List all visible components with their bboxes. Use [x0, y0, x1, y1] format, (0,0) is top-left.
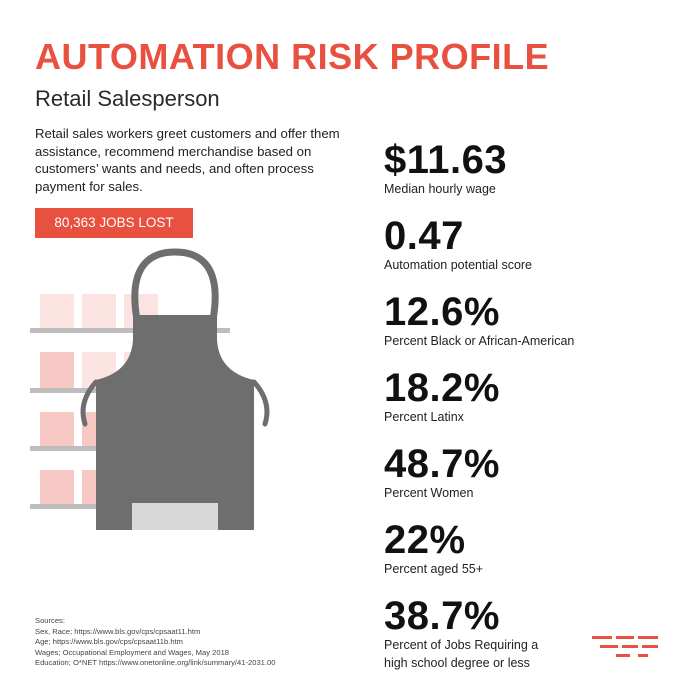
page-subtitle: Retail Salesperson — [35, 86, 220, 111]
stat-value: 38.7% — [384, 594, 500, 638]
stat-value: $11.63 — [384, 138, 508, 182]
stat-median-wage: $11.63 Median hourly wage — [384, 140, 507, 198]
apron-with-shelves-illustration — [30, 248, 270, 530]
apron-tie-left — [80, 379, 99, 427]
stat-value: 22% — [384, 518, 466, 562]
stat-label: Percent Black or African-American — [384, 334, 575, 348]
stat-label: Percent aged 55+ — [384, 562, 484, 576]
brand-logo-icon — [592, 636, 658, 657]
apron-tie-right — [251, 379, 270, 427]
stat-label: Automation potential score — [384, 258, 533, 272]
stat-black-african-american: 12.6% Percent Black or African-American — [384, 292, 574, 350]
stat-label: Percent Women — [384, 486, 474, 500]
stat-value: 18.2% — [384, 366, 500, 410]
source-line: Wages; Occupational Employment and Wages… — [35, 647, 230, 657]
sources: Sources: Sex, Race; https://www.bls.gov/… — [35, 616, 275, 669]
stat-label-line2: high school degree or less — [384, 656, 530, 670]
stat-education: 38.7% Percent of Jobs Requiring a high s… — [384, 596, 538, 672]
stat-value: 12.6% — [384, 290, 500, 334]
stat-automation-score: 0.47 Automation potential score — [384, 216, 532, 274]
page-title: AUTOMATION RISK PROFILE — [35, 36, 550, 77]
stat-women: 48.7% Percent Women — [384, 444, 500, 502]
sources-heading: Sources: — [35, 616, 65, 625]
stat-label: Median hourly wage — [384, 182, 496, 196]
stat-label: Percent of Jobs Requiring a — [384, 638, 539, 652]
apron-neck-strap — [131, 248, 219, 324]
source-line: Age; https://www.bls.gov/cps/cpsaat11b.h… — [35, 637, 184, 646]
apron-pocket — [132, 503, 218, 530]
source-line: Sex, Race; https://www.bls.gov/cps/cpsaa… — [35, 626, 201, 636]
stat-label: Percent Latinx — [384, 410, 464, 424]
job-description: Retail sales workers greet customers and… — [35, 126, 340, 194]
jobs-lost-badge: 80,363 JOBS LOST — [35, 208, 193, 238]
stat-value: 48.7% — [384, 442, 500, 486]
apron-body — [96, 315, 254, 530]
source-line: Education; O*NET https://www.onetonline.… — [35, 658, 276, 667]
stat-latinx: 18.2% Percent Latinx — [384, 368, 500, 426]
stat-aged-55-plus: 22% Percent aged 55+ — [384, 520, 483, 578]
stat-value: 0.47 — [384, 214, 464, 258]
